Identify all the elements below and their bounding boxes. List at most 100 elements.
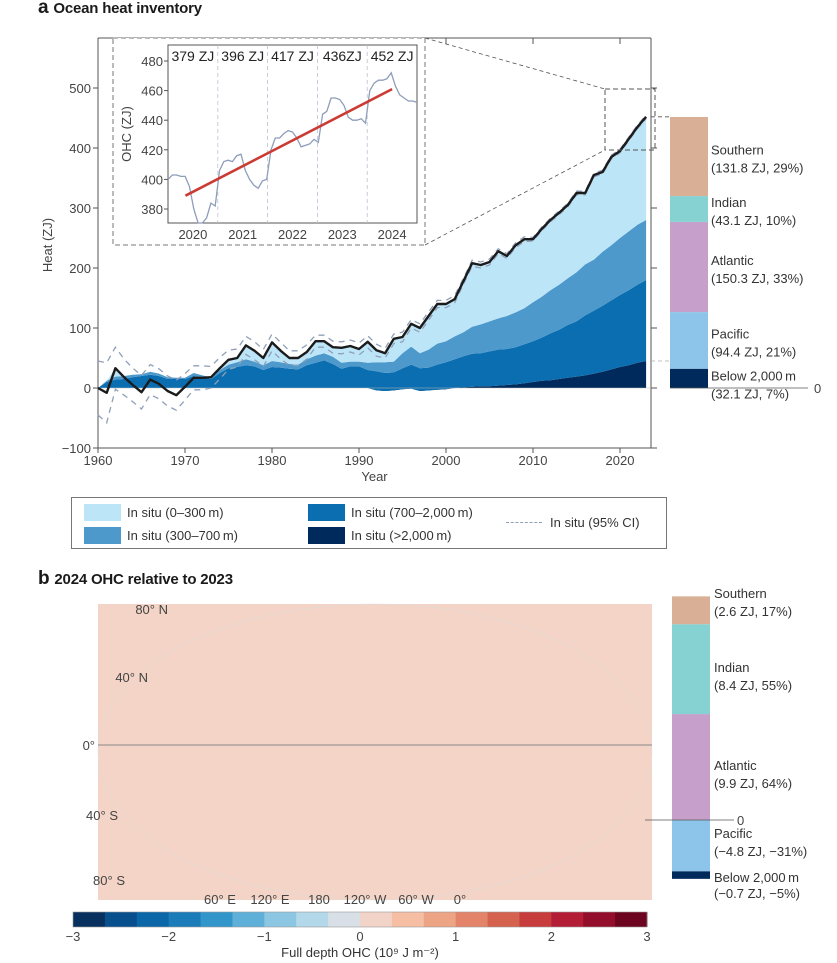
basin-change-label: Pacific bbox=[714, 826, 753, 841]
y-tick-label: 300 bbox=[69, 201, 91, 216]
legend-item-below-2000m: In situ (>2,000 m) bbox=[308, 527, 452, 544]
x-tick-label: 2020 bbox=[606, 453, 635, 468]
basin-change-value: (9.9 ZJ, 64%) bbox=[714, 776, 792, 791]
inset-connector-top bbox=[424, 37, 606, 90]
inset-x-tick-label: 2021 bbox=[228, 227, 257, 242]
colorbar-bin bbox=[487, 912, 520, 927]
colorbar-bin bbox=[519, 912, 552, 927]
basin-change-value: (−4.8 ZJ, −31%) bbox=[714, 844, 807, 859]
x-tick-label: 1980 bbox=[258, 453, 287, 468]
basin-bar-label: Atlantic bbox=[711, 253, 754, 268]
colorbar-bin bbox=[200, 912, 233, 927]
colorbar-tick-label: 3 bbox=[643, 929, 650, 944]
ci-lower-line bbox=[97, 118, 647, 424]
panel-a-title: a Ocean heat inventory bbox=[38, 0, 202, 19]
basin-change-value: (−0.7 ZJ, −5%) bbox=[714, 886, 800, 901]
x-tick-label: 2000 bbox=[432, 453, 461, 468]
basin-bar-label: Southern bbox=[711, 143, 764, 158]
basin-bar-label: Pacific bbox=[711, 326, 750, 341]
map-lon-label: 180 bbox=[308, 892, 330, 907]
colorbar-bin bbox=[264, 912, 297, 927]
panel-a-letter: a bbox=[38, 0, 49, 18]
basin-change-label: Below 2,000 m bbox=[714, 870, 799, 885]
basin-change-label: Atlantic bbox=[714, 758, 757, 773]
basin-bar-segment bbox=[670, 312, 708, 369]
inset-trend-line bbox=[184, 87, 393, 197]
legend-label-below-2000m: In situ (>2,000 m) bbox=[351, 528, 452, 543]
legend-label-0-300m: In situ (0–300 m) bbox=[127, 505, 224, 520]
colorbar-bin bbox=[360, 912, 393, 927]
basin-change-segment bbox=[672, 714, 710, 820]
basin-change-segment bbox=[672, 624, 710, 715]
panel-a-title-text: Ocean heat inventory bbox=[53, 0, 202, 17]
map-lat-label: 40° S bbox=[86, 808, 118, 823]
map-lat-label: 80° N bbox=[135, 602, 168, 617]
basin-bar-value: (43.1 ZJ, 10%) bbox=[711, 213, 796, 228]
total-line bbox=[97, 116, 648, 397]
basin-zero-label: 0 bbox=[814, 381, 821, 396]
basin-change-segment bbox=[672, 871, 710, 879]
legend-swatch-0-300m bbox=[84, 504, 121, 521]
colorbar-tick-label: −1 bbox=[257, 929, 272, 944]
inset-y-axis-title: OHC (ZJ) bbox=[119, 106, 134, 162]
ci-upper-line bbox=[97, 114, 647, 381]
map-lon-label: 0° bbox=[454, 892, 466, 907]
colorbar-bin bbox=[391, 912, 425, 927]
basin-bar-value: (94.4 ZJ, 21%) bbox=[711, 344, 796, 359]
basin-bar-value: (150.3 ZJ, 33%) bbox=[711, 271, 804, 286]
x-tick-label: 1960 bbox=[84, 453, 113, 468]
colorbar-frame bbox=[72, 911, 648, 928]
map-lat-label: 0° bbox=[83, 738, 95, 753]
colorbar-bin bbox=[328, 912, 361, 927]
legend-dash-ci bbox=[506, 522, 542, 523]
map-lon-label: 60° E bbox=[204, 892, 236, 907]
basin-change-label: Southern bbox=[714, 586, 767, 601]
y-tick-label: 500 bbox=[69, 81, 91, 96]
x-tick-label: 1990 bbox=[345, 453, 374, 468]
legend-swatch-below-2000m bbox=[308, 527, 345, 544]
y-tick-label: 0 bbox=[84, 381, 91, 396]
colorbar-bin bbox=[104, 912, 138, 927]
colorbar-tick-label: −3 bbox=[66, 929, 81, 944]
colorbar-tick-label: 2 bbox=[548, 929, 555, 944]
y-tick-label: 400 bbox=[69, 141, 91, 156]
basin-change-value: (2.6 ZJ, 17%) bbox=[714, 604, 792, 619]
inset-monthly-line bbox=[167, 71, 418, 224]
map-lat-label: 80° S bbox=[93, 873, 125, 888]
colorbar-bin bbox=[232, 912, 265, 927]
inset-annual-label: 436ZJ bbox=[323, 48, 362, 64]
area-700-2000m bbox=[98, 280, 647, 391]
basin-bar-value: (131.8 ZJ, 29%) bbox=[711, 161, 804, 176]
panel-b-title: b 2024 OHC relative to 2023 bbox=[38, 568, 233, 590]
inset-y-tick-label: 380 bbox=[141, 202, 163, 217]
colorbar-bin bbox=[551, 912, 584, 927]
colorbar-bin bbox=[73, 912, 106, 927]
basin-change-label: Indian bbox=[714, 660, 749, 675]
legend-swatch-700-2000m bbox=[308, 504, 345, 521]
inset-annual-label: 417 ZJ bbox=[271, 48, 314, 64]
panel-b-letter: b bbox=[38, 568, 50, 589]
inset-connector-bottom bbox=[424, 149, 606, 246]
basin-bar-segment bbox=[670, 196, 708, 222]
inset-y-tick-label: 420 bbox=[141, 143, 163, 158]
chart-legend: In situ (0–300 m) In situ (300–700 m) In… bbox=[71, 497, 667, 549]
colorbar-bin bbox=[136, 912, 170, 927]
basin-bar-segment bbox=[670, 368, 708, 388]
area-0-300m bbox=[98, 116, 647, 389]
colorbar-bin bbox=[168, 912, 202, 927]
legend-item-ci: In situ (95% CI) bbox=[506, 515, 640, 530]
basin-change-value: (8.4 ZJ, 55%) bbox=[714, 678, 792, 693]
basin-bar-segment bbox=[670, 221, 708, 313]
inset-y-tick-label: 440 bbox=[141, 113, 163, 128]
colorbar-tick-label: 0 bbox=[356, 929, 363, 944]
colorbar-bin bbox=[423, 912, 457, 927]
x-tick-label: 1970 bbox=[171, 453, 200, 468]
map-lon-label: 120° E bbox=[250, 892, 290, 907]
legend-item-0-300m: In situ (0–300 m) bbox=[84, 504, 224, 521]
legend-swatch-300-700m bbox=[84, 527, 121, 544]
legend-label-700-2000m: In situ (700–2,000 m) bbox=[351, 505, 473, 520]
inset-y-tick-label: 400 bbox=[141, 172, 163, 187]
map-lat-label: 40° N bbox=[115, 670, 148, 685]
basin-bar-value: (32.1 ZJ, 7%) bbox=[711, 387, 789, 402]
colorbar-bin bbox=[296, 912, 329, 927]
